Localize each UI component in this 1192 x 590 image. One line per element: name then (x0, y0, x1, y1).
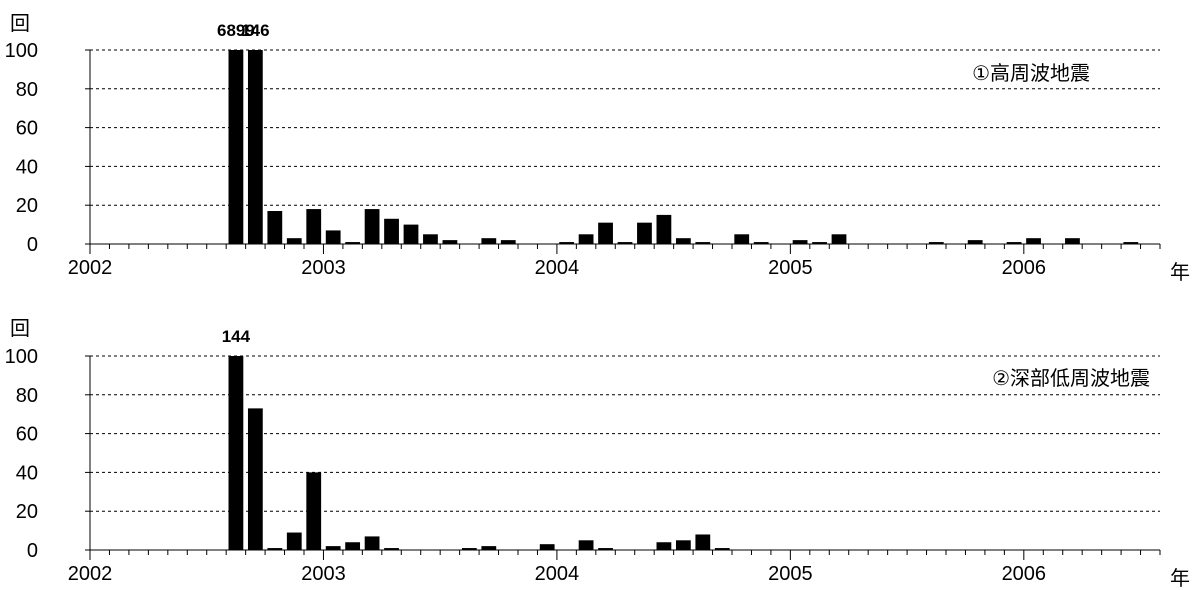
bar-2003-07 (442, 240, 458, 244)
y-tick-label: 60 (16, 424, 38, 446)
y-tick-label: 60 (16, 118, 38, 140)
bar-2005-01 (792, 240, 808, 244)
x-unit-label: 年 (1170, 261, 1190, 284)
bar-2002-12 (306, 209, 322, 244)
bar-2005-10 (967, 240, 983, 244)
bar-2004-03 (598, 548, 613, 550)
bar-2003-01 (325, 230, 341, 244)
data-label-2002-08: 144 (222, 327, 251, 346)
x-tick-label-2004: 2004 (535, 257, 580, 279)
y-tick-label: 40 (16, 462, 38, 484)
bar-2002-10 (267, 211, 283, 244)
bar-2004-11 (753, 242, 769, 244)
bar-2003-04 (384, 548, 399, 550)
bar-2004-03 (598, 222, 613, 244)
bar-2005-02 (812, 242, 827, 244)
bar-2003-01 (325, 546, 341, 550)
y-tick-label: 100 (5, 346, 38, 368)
bar-2006-03 (1065, 238, 1080, 244)
bar-2003-04 (384, 218, 399, 244)
bar-2002-09 (247, 408, 263, 550)
bar-2003-02 (345, 242, 361, 244)
bar-2004-04 (617, 242, 633, 244)
bar-2004-07 (675, 540, 691, 550)
bar-2004-07 (675, 238, 691, 244)
bar-2002-10 (267, 548, 283, 550)
bar-2005-08 (928, 242, 944, 244)
bar-2002-09 (247, 50, 263, 244)
y-tick-label: 20 (16, 501, 38, 523)
bar-2002-12 (306, 472, 322, 550)
bar-2006-01 (1026, 238, 1041, 244)
x-tick-label-2005: 2005 (768, 563, 813, 585)
x-unit-label: 年 (1170, 567, 1190, 590)
bar-2003-03 (364, 209, 380, 244)
bar-2003-08 (461, 548, 477, 550)
bar-2004-02 (578, 540, 594, 550)
y-tick-label: 80 (16, 385, 38, 407)
bar-2003-09 (481, 546, 497, 550)
y-tick-label: 20 (16, 195, 38, 217)
bar-2003-05 (403, 224, 419, 244)
data-label-2002-08: 6899 (217, 21, 255, 40)
bar-2002-08 (228, 50, 244, 244)
bar-2004-05 (637, 222, 652, 244)
bar-2003-10 (500, 240, 516, 244)
bar-2006-06 (1123, 242, 1139, 244)
bar-2003-12 (539, 544, 555, 550)
y-tick-label: 40 (16, 156, 38, 178)
bar-2004-10 (734, 234, 750, 244)
bar-2002-11 (286, 238, 302, 244)
bar-2004-09 (714, 548, 730, 550)
y-tick-label: 80 (16, 79, 38, 101)
bar-2003-02 (345, 542, 361, 550)
x-tick-label-2002: 2002 (68, 563, 113, 585)
bar-2002-11 (286, 532, 302, 550)
bar-2005-03 (831, 234, 847, 244)
x-tick-label-2006: 2006 (1002, 563, 1047, 585)
x-tick-label-2004: 2004 (535, 563, 580, 585)
bar-2003-03 (364, 536, 380, 550)
x-tick-label-2003: 2003 (301, 563, 346, 585)
bar-2004-08 (695, 534, 711, 550)
bar-2003-06 (423, 234, 438, 244)
y-tick-label: 0 (27, 234, 38, 256)
chart-title: ②深部低周波地震 (992, 367, 1150, 390)
data-label-2002-09: 146 (241, 21, 269, 40)
y-unit-label: 回 (10, 13, 30, 35)
x-tick-label-2003: 2003 (301, 257, 346, 279)
y-tick-label: 0 (27, 540, 38, 562)
chart-panel-2: 0 20 40 60 80 100 回 144 2002 2003 2004 2005 2006 年 ②深部… (5, 318, 1190, 590)
bar-2004-08 (695, 242, 711, 244)
x-tick-label-2002: 2002 (68, 257, 113, 279)
bar-2004-06 (656, 214, 672, 244)
y-tick-label: 100 (5, 40, 38, 62)
bar-2002-08 (228, 356, 244, 550)
x-tick-label-2005: 2005 (768, 257, 813, 279)
bar-2005-12 (1006, 242, 1022, 244)
x-tick-label-2006: 2006 (1002, 257, 1047, 279)
y-unit-label: 回 (10, 318, 30, 340)
chart-title: ①高周波地震 (972, 62, 1090, 85)
bar-2004-01 (559, 242, 575, 244)
bar-2004-02 (578, 234, 594, 244)
bar-2004-06 (656, 542, 672, 550)
bar-2003-09 (481, 238, 497, 244)
